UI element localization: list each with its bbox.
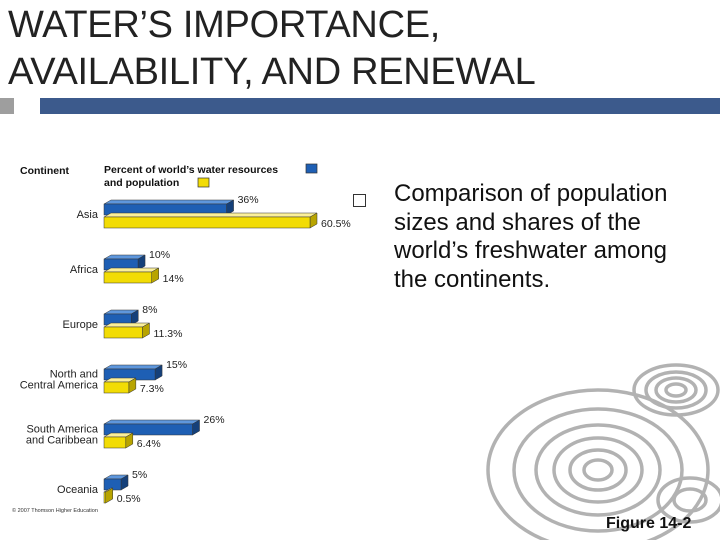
- data-label: 60.5%: [321, 218, 351, 230]
- bar-top-face: [103, 364, 164, 370]
- bullet-text: Comparison of population sizes and share…: [394, 180, 668, 293]
- bar-population: [103, 487, 114, 504]
- bar-front-face: [103, 491, 106, 504]
- bar-chart: Continent Percent of world’s water resou…: [12, 163, 351, 514]
- data-label: 0.5%: [117, 493, 141, 505]
- category-label: Asia: [77, 209, 99, 221]
- figure-label: Figure 14-2: [606, 515, 692, 532]
- legend-label-population: and population: [104, 177, 179, 189]
- slide-title-line-1: WATER’S IMPORTANCE,: [8, 4, 441, 46]
- bar-water: [103, 254, 146, 271]
- data-label: 8%: [142, 304, 157, 316]
- data-label: 10%: [149, 249, 170, 261]
- title-rule-blue: [40, 98, 720, 114]
- data-label: 26%: [204, 414, 225, 426]
- bar-population: [103, 432, 134, 449]
- data-label: 36%: [238, 194, 259, 206]
- chart-figure: Continent Percent of world’s water resou…: [8, 148, 354, 516]
- category-label: Europe: [63, 319, 98, 331]
- bar-water: [103, 199, 235, 216]
- bar-population: [103, 212, 318, 229]
- data-label: 11.3%: [153, 328, 182, 340]
- bar-water: [103, 474, 129, 491]
- bar-front-face: [103, 423, 193, 436]
- category-label: Oceania: [57, 484, 99, 496]
- data-label: 6.4%: [137, 438, 161, 450]
- bar-top-face: [103, 267, 160, 273]
- data-label: 5%: [132, 469, 147, 481]
- bar-front-face: [103, 326, 143, 339]
- square-bullet-icon: [353, 194, 366, 207]
- bar-top-face: [103, 199, 235, 205]
- data-label: 15%: [166, 359, 187, 371]
- bar-water: [103, 309, 140, 326]
- bar-top-face: [103, 212, 318, 218]
- category-label: and Caribbean: [26, 435, 98, 447]
- legend-swatch-water: [305, 163, 318, 174]
- bar-population: [103, 322, 151, 339]
- legend-swatch-population: [197, 177, 210, 188]
- slide-title-line-2: AVAILABILITY, AND RENEWAL: [8, 51, 536, 93]
- bar-water: [103, 364, 164, 381]
- category-label: Africa: [70, 264, 99, 276]
- data-label: 14%: [163, 273, 184, 285]
- bar-front-face: [103, 436, 127, 449]
- category-label: North and: [50, 369, 98, 381]
- category-label: Central America: [20, 380, 99, 392]
- bar-population: [103, 377, 137, 394]
- title-rule-gray: [0, 98, 14, 114]
- bar-population: [103, 267, 160, 284]
- slide-title: WATER’S IMPORTANCE, AVAILABILITY, AND RE…: [8, 2, 536, 96]
- data-label: 7.3%: [140, 383, 164, 395]
- copyright-note: © 2007 Thomson Higher Education: [12, 507, 98, 514]
- bar-top-face: [103, 322, 151, 328]
- bar-front-face: [103, 216, 311, 229]
- bar-front-face: [103, 381, 130, 394]
- bar-front-face: [103, 271, 152, 284]
- category-label: South America: [26, 424, 98, 436]
- bar-water: [103, 419, 201, 436]
- legend-label-water: Percent of world’s water resources: [104, 164, 278, 176]
- bar-top-face: [103, 419, 201, 425]
- column-header: Continent: [20, 165, 69, 177]
